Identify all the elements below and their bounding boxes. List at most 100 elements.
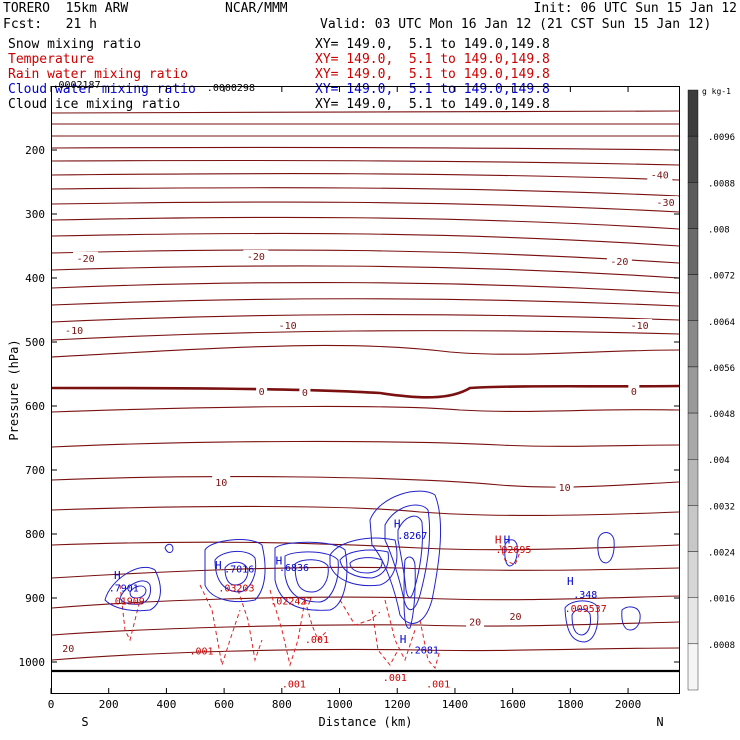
colorbar-bin — [687, 89, 699, 137]
colorbar-bin — [687, 505, 699, 552]
temperature-label: 0 — [631, 387, 637, 398]
y-tick-label: 900 — [25, 592, 45, 605]
contour-value-label: .7901 — [109, 584, 139, 595]
isotherm-line — [51, 159, 680, 166]
temperature-label-bg — [59, 642, 78, 655]
isotherm-line — [51, 505, 680, 517]
y-tick-label: 700 — [25, 464, 45, 477]
label-layer: -40 -30 -20 -20 -20 -10 -10 -10 0 0 0 10 10 20 20 20 .00… — [52, 80, 679, 691]
cloud-contour — [369, 490, 442, 624]
x-tick-label: 600 — [214, 698, 234, 711]
temperature-label: 20 — [62, 644, 74, 655]
cloud-contour — [504, 539, 518, 567]
isotherm-line — [51, 330, 680, 341]
temperature-label: 20 — [469, 617, 481, 628]
isotherm-line — [51, 216, 680, 230]
colorbar-tick-label: .0016 — [708, 595, 735, 605]
isotherm-line — [51, 298, 680, 307]
colorbar-bin — [687, 643, 699, 691]
temperature-label: 0 — [259, 387, 265, 398]
colorbar-tick-label: .0064 — [708, 318, 735, 328]
forecast-hour: Fcst: 21 h — [3, 17, 97, 32]
rain-contour — [384, 599, 416, 662]
rain-contour — [339, 599, 381, 626]
temperature-label: 0 — [302, 388, 308, 399]
cloud-contour — [329, 537, 398, 587]
contour-value-label: .2681 — [409, 646, 439, 657]
cloud-water-contours — [104, 490, 641, 643]
contour-value-label: .001 — [383, 673, 407, 684]
y-tick-label: 800 — [25, 528, 45, 541]
cloud-contour — [571, 608, 591, 636]
temperature-label-bg — [506, 610, 525, 623]
y-tick-label: 1000 — [19, 656, 46, 669]
colorbar-bin — [687, 228, 699, 275]
isotherm-line — [51, 440, 680, 448]
colorbar-bin — [687, 597, 699, 645]
temperature-label-bg — [212, 475, 231, 488]
high-marker: H — [495, 534, 502, 547]
colorbar-tick-label: .0088 — [708, 179, 735, 189]
organization: NCAR/MMM — [225, 1, 288, 16]
isotherm-line — [51, 314, 680, 323]
rain-contour — [119, 584, 141, 642]
contour-value-label: .001 — [282, 680, 306, 691]
cloud-contour — [403, 556, 416, 629]
x-tick-label: 0 — [48, 698, 55, 711]
high-marker: H — [215, 559, 222, 572]
temperature-label-bg — [256, 384, 268, 397]
cloud-contour — [564, 600, 599, 643]
x-tick-label: 1200 — [384, 698, 411, 711]
cloud-contour — [294, 559, 329, 593]
isotherm-line — [51, 647, 680, 661]
y-tick-label: 300 — [25, 208, 45, 221]
colorbar-tick-label: .0048 — [708, 410, 735, 420]
cloud-contour — [119, 580, 151, 605]
contour-value-label: .009537 — [565, 604, 607, 615]
colorbar-tick-label: .0056 — [708, 364, 735, 374]
temperature-label: -20 — [610, 257, 628, 268]
rain-water-contours — [119, 544, 521, 670]
temperature-label-bg — [628, 384, 640, 397]
isotherm-line — [51, 110, 680, 114]
x-tick-label: 1800 — [557, 698, 584, 711]
x-tick-label: 800 — [272, 698, 292, 711]
y-tick-label: 600 — [25, 400, 45, 413]
contour-value-label: .348 — [573, 590, 597, 601]
temperature-label-bg — [606, 255, 632, 267]
init-time: Init: 06 UTC Sun 15 Jan 12 — [533, 1, 738, 16]
field-name-snow: Snow mixing ratio — [8, 37, 142, 52]
colorbar-tick-label: .0096 — [708, 133, 735, 143]
colorbar-bin — [687, 366, 699, 414]
cloud-contour — [104, 566, 161, 612]
x-tick-label: 200 — [99, 698, 119, 711]
cloud-contour — [597, 532, 615, 564]
temperature-label-bg — [466, 615, 485, 628]
field-name-rain: Rain water mixing ratio — [8, 67, 189, 82]
temperature-label: 10 — [559, 483, 571, 494]
contour-value-label: .7016 — [224, 564, 254, 575]
temperature-label-bg — [61, 324, 87, 337]
contour-value-label: .001 — [305, 635, 329, 646]
colorbar-bin — [687, 459, 699, 506]
high-marker: H — [394, 518, 401, 531]
field-xy-cloud-ice: XY= 149.0, 5.1 to 149.0,149.8 — [315, 97, 550, 112]
field-xy-cloud-water: XY= 149.0, 5.1 to 149.0,149.8 — [315, 82, 550, 97]
rain-contour — [499, 544, 521, 566]
rain-contour — [269, 589, 306, 667]
temperature-label: -20 — [77, 254, 95, 265]
temperature-label-bg — [555, 480, 574, 493]
colorbar-bin — [687, 551, 699, 598]
temperature-label-bg — [647, 168, 673, 181]
isotherm-line — [51, 201, 680, 213]
y-tick-label: 200 — [25, 144, 45, 157]
x-axis-label: Distance (km) — [319, 715, 413, 729]
colorbar-unit: g kg-1 — [702, 87, 731, 96]
temperature-label-bg — [73, 251, 99, 264]
field-name-cloud-ice: Cloud ice mixing ratio — [8, 97, 181, 112]
contour-value-label: .02695 — [495, 545, 531, 556]
temperature-contours — [51, 110, 680, 661]
contour-value-label: .001 — [426, 680, 450, 691]
